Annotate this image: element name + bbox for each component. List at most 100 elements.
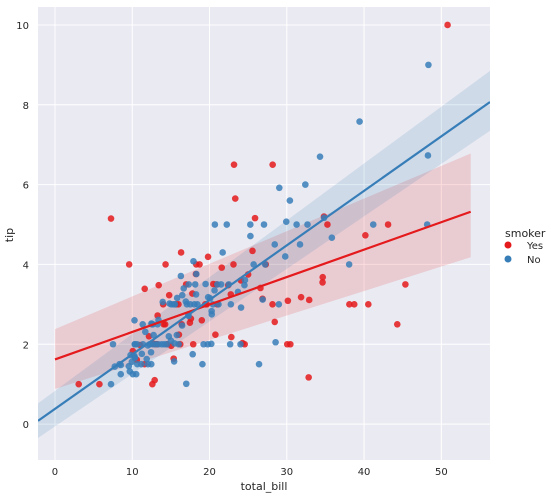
scatter-point-no <box>170 358 178 365</box>
scatter-point-yes <box>305 296 313 304</box>
scatter-point-yes <box>249 247 256 255</box>
legend: smoker Yes No <box>504 227 546 266</box>
scatter-point-yes <box>251 214 259 222</box>
scatter-point-no <box>293 221 300 228</box>
scatter-point-no <box>199 360 206 368</box>
scatter-point-no <box>159 298 167 306</box>
scatter-point-no <box>191 281 199 288</box>
scatter-point-no <box>133 340 141 348</box>
scatter-point-no <box>247 221 254 228</box>
scatter-point-no <box>132 370 140 378</box>
legend-marker-no <box>504 255 512 263</box>
scatter-point-yes <box>228 333 235 341</box>
scatter-point-yes <box>284 297 292 305</box>
axis-ticks: 0 10 20 30 40 50 0 2 4 6 8 10 <box>16 21 447 478</box>
scatter-point-no <box>208 340 215 348</box>
y-tick-label: 8 <box>23 101 29 112</box>
scatter-point-no <box>316 153 324 160</box>
scatter-point-no <box>356 118 363 125</box>
scatter-point-yes <box>161 320 169 328</box>
scatter-point-no <box>282 218 290 226</box>
x-axis-label: total_bill <box>241 480 288 493</box>
scatter-point-yes <box>319 279 326 286</box>
scatter-point-yes <box>165 291 173 299</box>
regression-lines <box>38 101 490 422</box>
scatter-point-no <box>237 340 244 348</box>
scatter-point-no <box>226 340 234 348</box>
scatter-point-no <box>178 322 186 329</box>
scatter-point-no <box>302 181 309 188</box>
scatter-point-no <box>247 232 254 240</box>
scatter-point-yes <box>305 374 312 381</box>
legend-label-yes: Yes <box>526 241 543 252</box>
scatter-point-no <box>175 340 182 348</box>
scatter-point-yes <box>393 320 401 328</box>
scatter-point-no <box>328 234 336 241</box>
scatter-point-yes <box>346 301 353 308</box>
scatter-point-no <box>173 331 181 339</box>
scatter-point-no <box>189 350 196 358</box>
scatter-point-no <box>211 287 218 294</box>
scatter-point-yes <box>231 195 239 202</box>
scatter-point-no <box>208 311 216 318</box>
scatter-point-no <box>107 380 115 388</box>
scatter-point-no <box>185 281 193 288</box>
scatter-point-no <box>193 270 200 278</box>
regression-line-yes <box>54 210 472 361</box>
scatter-point-yes <box>189 340 197 348</box>
scatter-point-no <box>180 285 188 292</box>
scatter-point-yes <box>297 293 305 301</box>
scatter-point-no <box>190 257 197 265</box>
scatter-point-no <box>177 272 185 280</box>
scatter-point-no <box>171 301 179 308</box>
scatter-point-no <box>255 360 263 368</box>
scatter-point-no <box>241 281 248 289</box>
x-tick-label: 10 <box>126 467 139 478</box>
x-tick-label: 20 <box>203 467 216 478</box>
y-tick-label: 2 <box>23 340 29 351</box>
y-tick-label: 10 <box>16 21 29 32</box>
scatter-point-no <box>139 320 146 328</box>
scatter-point-yes <box>107 215 115 222</box>
scatter-point-no <box>250 261 257 268</box>
scatter-point-no <box>286 197 294 204</box>
scatter-point-yes <box>230 261 237 268</box>
scatter-point-no <box>142 328 149 336</box>
scatter-point-no <box>369 221 377 228</box>
scatter-point-no <box>202 280 209 288</box>
x-tick-label: 30 <box>280 467 293 478</box>
scatter-point-yes <box>96 380 103 388</box>
scatter-point-yes <box>271 318 279 326</box>
scatter-point-yes <box>269 161 276 168</box>
y-axis-label: tip <box>3 228 16 242</box>
scatter-point-yes <box>287 340 294 348</box>
scatter-point-yes <box>218 264 226 271</box>
scatter-point-yes <box>162 261 169 268</box>
scatter-point-no <box>304 221 311 228</box>
scatter-point-yes <box>384 221 392 228</box>
scatter-point-no <box>281 253 289 260</box>
x-tick-label: 0 <box>52 467 58 478</box>
scatter-point-no <box>237 304 245 311</box>
scatter-point-yes <box>402 281 409 288</box>
y-tick-label: 4 <box>23 260 29 271</box>
scatter-point-no <box>131 354 139 362</box>
scatter-point-yes <box>198 317 206 324</box>
scatter-point-no <box>147 348 155 356</box>
scatter-point-no <box>217 281 225 288</box>
scatter-point-no <box>345 261 353 268</box>
scatter-point-yes <box>365 301 372 308</box>
scatter-point-no <box>223 221 231 228</box>
scatter-point-no <box>178 291 186 299</box>
scatter-point-no <box>424 152 432 159</box>
scatter-point-yes <box>324 221 331 228</box>
scatter-point-yes <box>125 261 133 268</box>
scatter-point-yes <box>151 376 158 384</box>
scatter-point-no <box>425 61 432 69</box>
scatter-point-no <box>182 380 190 388</box>
scatter-point-no <box>219 249 226 256</box>
y-tick-label: 0 <box>23 420 29 431</box>
scatter-point-yes <box>269 301 276 308</box>
